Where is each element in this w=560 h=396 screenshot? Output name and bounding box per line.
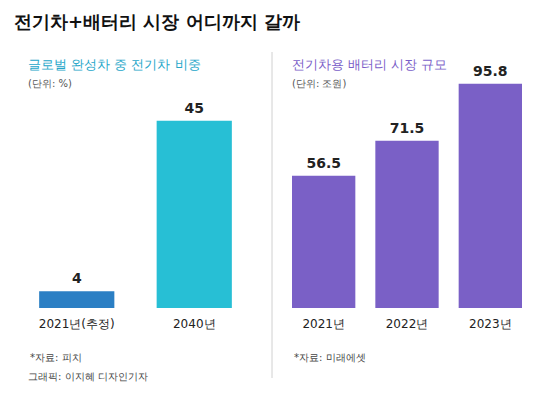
svg-text:전기차+배터리 시장 어디까지 갈까: 전기차+배터리 시장 어디까지 갈까 bbox=[14, 11, 300, 32]
svg-text:*자료: 피치: *자료: 피치 bbox=[30, 352, 82, 363]
svg-text:전기차용 배터리 시장 규모: 전기차용 배터리 시장 규모 bbox=[292, 57, 447, 72]
svg-text:2021년(추정): 2021년(추정) bbox=[39, 317, 115, 331]
svg-text:(단위: 조원): (단위: 조원) bbox=[292, 78, 346, 89]
svg-text:2022년: 2022년 bbox=[386, 317, 429, 331]
svg-text:2021년: 2021년 bbox=[302, 317, 345, 331]
svg-text:그래픽: 이지혜 디자인기자: 그래픽: 이지혜 디자인기자 bbox=[28, 371, 148, 382]
svg-text:글로벌 완성차 중 전기차 비중: 글로벌 완성차 중 전기차 비중 bbox=[28, 57, 201, 72]
svg-text:2023년: 2023년 bbox=[469, 317, 512, 331]
svg-text:4: 4 bbox=[72, 270, 82, 286]
svg-text:71.5: 71.5 bbox=[390, 120, 425, 136]
svg-text:*자료: 미래에셋: *자료: 미래에셋 bbox=[294, 352, 366, 363]
svg-text:2040년: 2040년 bbox=[173, 317, 216, 331]
svg-text:56.5: 56.5 bbox=[306, 155, 341, 171]
svg-text:45: 45 bbox=[185, 100, 204, 116]
svg-text:(단위: %): (단위: %) bbox=[28, 78, 72, 89]
svg-text:95.8: 95.8 bbox=[473, 63, 508, 79]
